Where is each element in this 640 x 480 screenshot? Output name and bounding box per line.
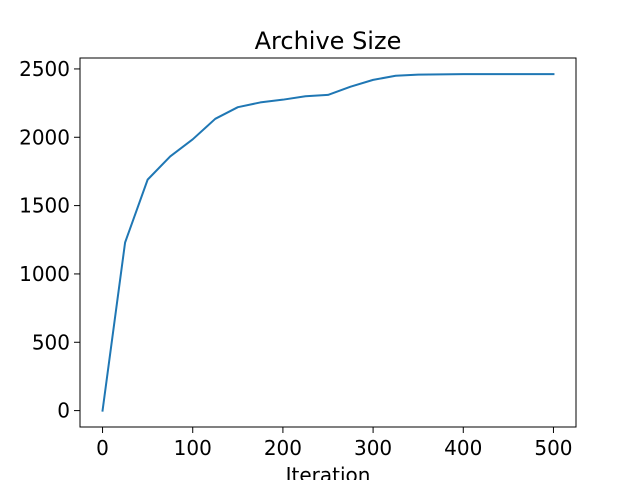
y-tick-label: 1500: [19, 194, 70, 218]
x-axis-label: Iteration: [286, 463, 371, 480]
x-tick-label: 0: [96, 436, 109, 460]
x-tick-label: 400: [444, 436, 482, 460]
y-tick-label: 2000: [19, 125, 70, 149]
plot-frame: [79, 57, 577, 428]
y-tick-label: 1000: [19, 262, 70, 286]
y-tick-label: 0: [57, 399, 70, 423]
x-tick-label: 300: [354, 436, 392, 460]
x-tick-label: 200: [264, 436, 302, 460]
y-tick-label: 2500: [19, 57, 70, 81]
chart-title: Archive Size: [255, 27, 402, 55]
series-line-0: [101, 73, 555, 412]
x-tick-label: 500: [534, 436, 572, 460]
x-tick-label: 100: [174, 436, 212, 460]
y-tick-label: 500: [32, 330, 70, 354]
